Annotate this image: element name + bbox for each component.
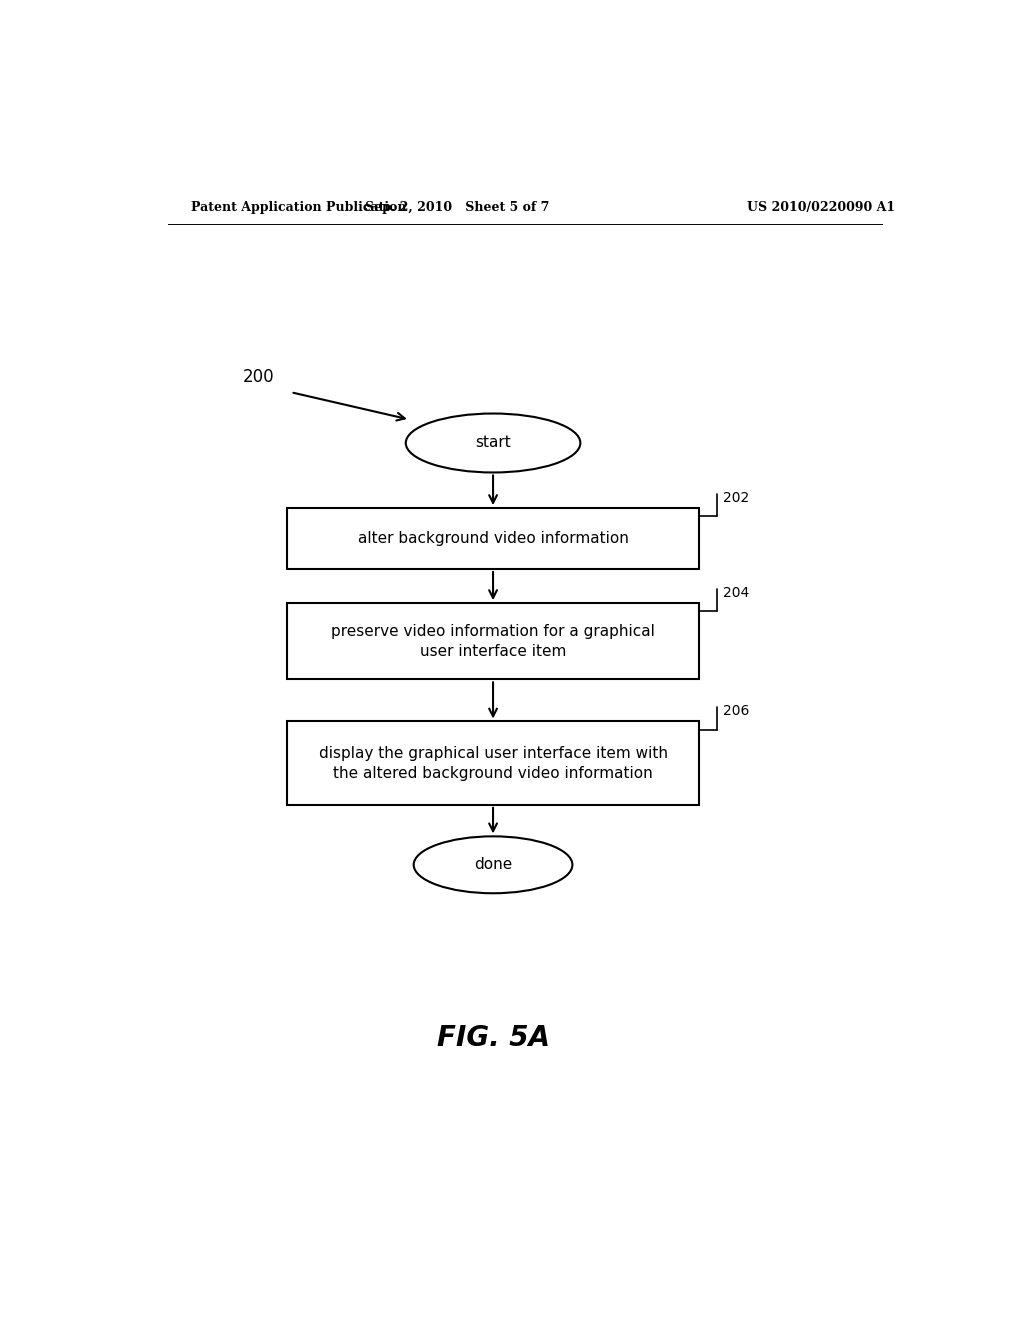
Text: Patent Application Publication: Patent Application Publication [191, 201, 407, 214]
Text: FIG. 5A: FIG. 5A [436, 1023, 550, 1052]
Text: 204: 204 [723, 586, 750, 599]
Text: alter background video information: alter background video information [357, 531, 629, 546]
Text: 202: 202 [723, 491, 750, 504]
Text: 206: 206 [723, 705, 750, 718]
FancyBboxPatch shape [287, 508, 699, 569]
Text: preserve video information for a graphical
user interface item: preserve video information for a graphic… [331, 624, 655, 659]
FancyBboxPatch shape [287, 722, 699, 805]
Text: start: start [475, 436, 511, 450]
FancyBboxPatch shape [287, 603, 699, 680]
Text: Sep. 2, 2010   Sheet 5 of 7: Sep. 2, 2010 Sheet 5 of 7 [366, 201, 550, 214]
Text: display the graphical user interface item with
the altered background video info: display the graphical user interface ite… [318, 746, 668, 780]
Text: 200: 200 [243, 368, 274, 385]
Text: done: done [474, 857, 512, 873]
Text: US 2010/0220090 A1: US 2010/0220090 A1 [748, 201, 895, 214]
